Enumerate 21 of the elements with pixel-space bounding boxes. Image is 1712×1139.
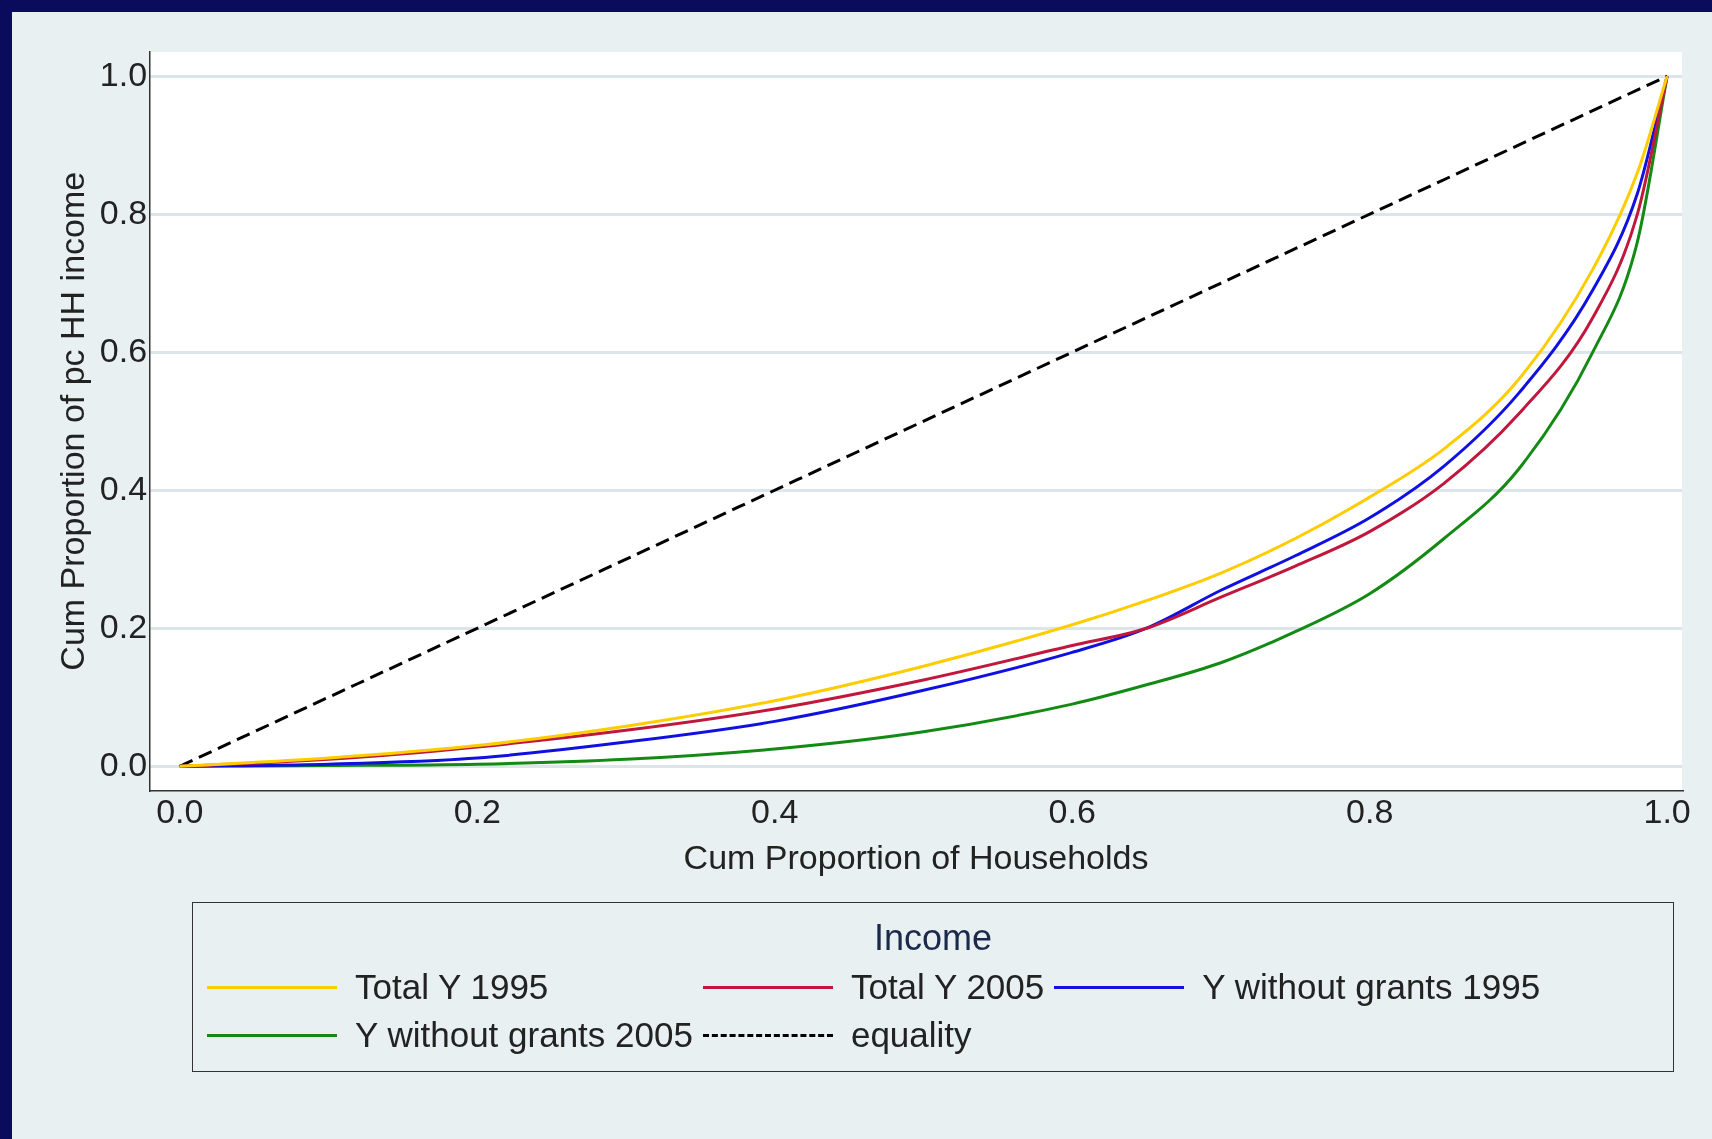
legend-title: Income xyxy=(872,917,994,959)
legend-label: equality xyxy=(850,1015,972,1055)
x-tick-label: 0.6 xyxy=(1048,792,1096,831)
line-series xyxy=(178,74,1669,768)
legend-label: Y without grants 2005 xyxy=(355,1015,693,1055)
x-tick-label: 0.0 xyxy=(156,792,204,831)
x-axis-title: Cum Proportion of Households xyxy=(683,837,1149,876)
legend-label: Total Y 1995 xyxy=(355,967,549,1007)
x-tick-label: 0.8 xyxy=(1346,792,1394,831)
y-tick-label: 0.6 xyxy=(99,330,148,369)
y-tick-label: 0.4 xyxy=(99,468,148,507)
y-tick-label: 0.2 xyxy=(99,606,148,645)
x-tick-label: 0.4 xyxy=(751,792,799,831)
legend-label: Total Y 2005 xyxy=(850,967,1045,1007)
y-tick-label: 1.0 xyxy=(99,54,148,93)
y-tick-label: 0.0 xyxy=(99,744,148,783)
y-axis-title: Cum Proportion of pc HH income xyxy=(52,171,91,671)
x-tick-label: 0.2 xyxy=(453,792,501,831)
y-tick-label: 0.8 xyxy=(99,192,148,231)
legend-label: Y without grants 1995 xyxy=(1202,967,1541,1007)
x-tick-label: 1.0 xyxy=(1643,792,1691,831)
